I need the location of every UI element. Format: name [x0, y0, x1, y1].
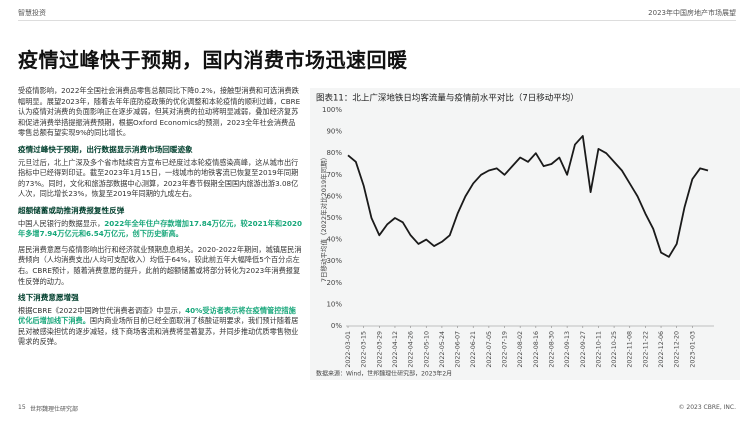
x-tick-label: 2022-09-13: [564, 331, 571, 368]
x-tick-label: 2022-08-16: [533, 331, 540, 368]
x-tick-label: 2022-12-06: [658, 331, 665, 368]
y-tick-label: 50%: [326, 214, 342, 222]
footer-left: 世邦魏理仕研究部: [30, 406, 79, 413]
chart: 图表11：北上广深地铁日均客流量与疫情前水平对比（7日移动平均） 7日移动平均值…: [316, 93, 714, 378]
x-tick-label: 2022-12-20: [674, 331, 681, 368]
page-number: 15: [18, 404, 26, 411]
chart-title: 图表11：北上广深地铁日均客流量与疫情前水平对比（7日移动平均）: [316, 93, 579, 104]
highlight-text: 40%受访者表示将在疫情管控措施优化后增加线下消费。: [18, 305, 296, 326]
header-left: 智慧投资: [18, 9, 46, 17]
x-tick-label: 2022-04-12: [392, 331, 399, 368]
y-tick-label: 40%: [326, 236, 342, 244]
y-tick-label: 70%: [326, 171, 342, 179]
x-tick-label: 2022-07-05: [486, 331, 493, 368]
highlight-text: 2022年全年住户存款增加17.84万亿元，较2021年和2020年多增7.94…: [18, 218, 303, 239]
x-tick-label: 2022-06-07: [455, 331, 462, 368]
header-rule: [18, 20, 736, 21]
x-tick-label: 2022-10-25: [611, 331, 618, 368]
x-tick-label: 2022-06-21: [470, 331, 477, 368]
x-tick-label: 2022-08-02: [517, 331, 524, 368]
x-tick-label: 2022-05-24: [439, 331, 446, 368]
section-heading: 超额储蓄或助推消费报复性反弹: [18, 205, 125, 215]
paragraph: 中国人民银行的数据显示，2022年全年住户存款增加17.84万亿元，较2021年…: [18, 219, 302, 240]
y-axis-label: 7日移动平均值（2022年对比2019年同期）: [319, 154, 328, 282]
x-tick-label: 2022-03-01: [345, 331, 352, 368]
section-heading: 线下消费意愿增强: [18, 293, 79, 303]
x-tick-label: 2022-05-10: [423, 331, 430, 368]
y-tick-label: 60%: [326, 192, 342, 200]
chart-panel: 图表11：北上广深地铁日均客流量与疫情前水平对比（7日移动平均） 7日移动平均值…: [310, 88, 740, 380]
header-right: 2023年中国房地产市场展望: [648, 9, 736, 17]
x-tick-label: 2022-08-30: [548, 331, 555, 368]
y-tick-label: 0%: [331, 322, 342, 330]
paragraph: 根据CBRE《2022中国跨世代消费者调查》中显示，40%受访者表示将在疫情管控…: [18, 306, 302, 348]
y-tick-label: 90%: [326, 128, 342, 136]
paragraph: 居民消费意愿与疫情影响出行和经济就业预期息息相关。2020-2022年期间，城镇…: [18, 245, 302, 287]
y-tick-label: 10%: [326, 300, 342, 308]
text-column: 受疫情影响，2022年全国社会消费品零售总额同比下降0.2%，接触型消费和可选消…: [18, 86, 302, 353]
text-run: 国内商业场所目前已经全面取消了核酸证明要求，我们预计随着居民对被感染担忧的逐步减…: [18, 316, 299, 347]
section-heading: 疫情过峰快于预期，出行数据显示消费市场回暖迹象: [18, 144, 193, 154]
paragraph: 受疫情影响，2022年全国社会消费品零售总额同比下降0.2%，接触型消费和可选消…: [18, 86, 302, 139]
paragraph: 元旦过后，北上广深及多个省市陆续官方宣布已经度过本轮疫情感染高峰，这从城市出行指…: [18, 158, 302, 200]
x-tick-label: 2022-07-19: [502, 331, 509, 368]
x-tick-label: 2022-03-29: [376, 331, 383, 368]
text-run: 受疫情影响，2022年全国社会消费品零售总额同比下降0.2%，接触型消费和可选消…: [18, 86, 301, 138]
text-run: 元旦过后，北上广深及多个省市陆续官方宣布已经度过本轮疫情感染高峰，这从城市出行指…: [18, 157, 299, 199]
x-tick-label: 2022-10-11: [595, 331, 602, 368]
page-title: 疫情过峰快于预期，国内消费市场迅速回暖: [18, 48, 408, 72]
x-tick-label: 2022-04-26: [408, 331, 415, 368]
x-tick-label: 2022-09-27: [580, 331, 587, 368]
footer-right: © 2023 CBRE, INC.: [678, 404, 736, 411]
y-tick-label: 100%: [322, 106, 342, 114]
text-run: 中国人民银行的数据显示，: [18, 218, 105, 228]
x-tick-label: 2022-11-08: [627, 331, 634, 368]
source: 数据来源：Wind，世邦魏理仕研究部，2023年2月: [316, 370, 452, 378]
x-tick-label: 2023-01-03: [689, 331, 696, 368]
text-run: 根据CBRE《2022中国跨世代消费者调查》中显示，: [18, 305, 186, 315]
x-tick-label: 2022-11-22: [642, 331, 649, 368]
text-run: 居民消费意愿与疫情影响出行和经济就业预期息息相关。2020-2022年期间，城镇…: [18, 244, 302, 286]
y-tick-label: 20%: [326, 279, 342, 287]
y-tick-label: 80%: [326, 149, 342, 157]
y-tick-label: 30%: [326, 257, 342, 265]
data-line: [347, 135, 709, 258]
x-tick-label: 2022-03-15: [361, 331, 368, 368]
